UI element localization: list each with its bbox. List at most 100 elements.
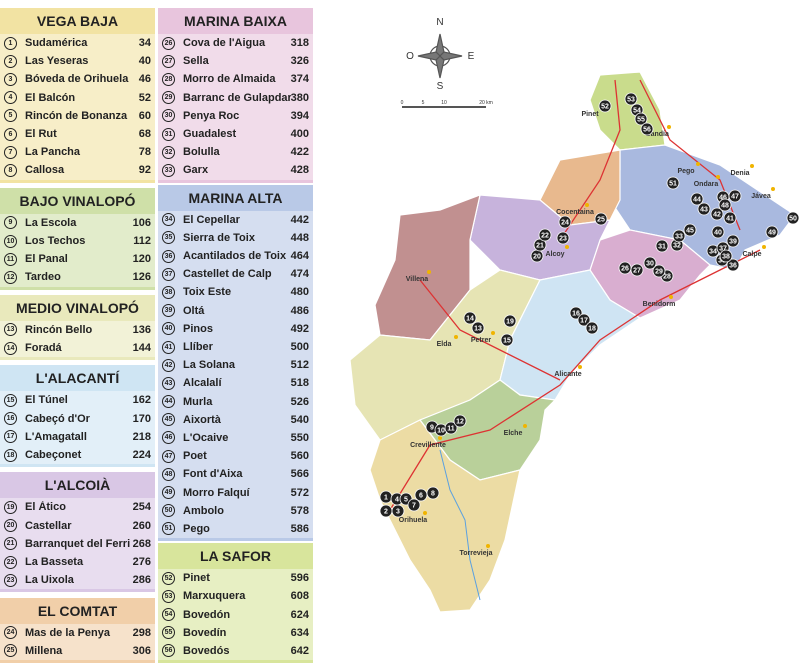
marker-circle bbox=[444, 421, 458, 435]
item-name: Pinet bbox=[183, 572, 210, 585]
item-number: 56 bbox=[162, 644, 175, 658]
marker-circle bbox=[598, 99, 612, 113]
item-name: Rincón Bello bbox=[25, 323, 93, 336]
marker-circle bbox=[672, 229, 686, 243]
marker-circle bbox=[585, 321, 599, 335]
item-value: 512 bbox=[290, 359, 309, 372]
marker-label: 56 bbox=[643, 127, 651, 134]
town-label: Alicante bbox=[554, 371, 581, 378]
map-marker: 34 bbox=[706, 244, 720, 258]
marker-label: 39 bbox=[729, 239, 737, 246]
group-title: VEGA BAJA bbox=[0, 8, 155, 34]
scale-label: 20 km bbox=[479, 100, 493, 106]
marker-circle bbox=[556, 231, 570, 245]
marker-circle bbox=[407, 498, 421, 512]
group-body: 1 Sudamérica 34 2 Las Yeseras 40 3 Bóveda de Or… bbox=[0, 34, 155, 180]
map-marker: 52 bbox=[598, 99, 612, 113]
map-marker: 36 bbox=[726, 258, 740, 272]
map-marker: 48 bbox=[718, 198, 732, 212]
item-value: 170 bbox=[132, 412, 151, 425]
item-value: 578 bbox=[290, 504, 309, 517]
item-value: 492 bbox=[290, 322, 309, 335]
map-marker: 43 bbox=[697, 202, 711, 216]
compass-arrow bbox=[417, 51, 441, 61]
item-value: 92 bbox=[138, 164, 151, 177]
roads bbox=[389, 79, 761, 511]
item-number: 3 bbox=[4, 72, 17, 86]
group-title: MARINA BAIXA bbox=[158, 8, 313, 34]
item-name: Callosa bbox=[25, 164, 65, 177]
item-number: 37 bbox=[162, 267, 175, 281]
legend-row: 45 Aixortà 540 bbox=[158, 411, 313, 429]
map-marker: 5 bbox=[399, 492, 413, 506]
region bbox=[349, 269, 541, 441]
legend-row: 31 Guadalest 400 bbox=[158, 125, 313, 143]
marker-circle bbox=[690, 192, 704, 206]
map-marker: 47 bbox=[728, 189, 742, 203]
item-number: 53 bbox=[162, 589, 175, 603]
item-number: 38 bbox=[162, 285, 175, 299]
item-value: 306 bbox=[132, 644, 151, 657]
town-dot bbox=[600, 105, 604, 109]
item-number: 21 bbox=[4, 537, 17, 551]
item-value: 566 bbox=[290, 468, 309, 481]
marker-circle bbox=[425, 420, 439, 434]
item-name: La Uixola bbox=[25, 574, 74, 587]
legend-group: L'ALACANTÍ 15 El Túnel 162 16 Cabeçó d'Or 170 1… bbox=[0, 365, 155, 468]
item-name: L'Ocaive bbox=[183, 431, 229, 444]
item-value: 634 bbox=[290, 626, 309, 639]
marker-circle bbox=[379, 490, 393, 504]
legend-row: 2 Las Yeseras 40 bbox=[0, 52, 155, 70]
marker-circle bbox=[434, 423, 448, 437]
marker-circle bbox=[426, 486, 440, 500]
region bbox=[539, 149, 621, 226]
legend-row: 11 El Panal 120 bbox=[0, 250, 155, 268]
town-dot bbox=[454, 335, 458, 339]
item-value: 144 bbox=[132, 342, 151, 355]
marker-circle bbox=[719, 249, 733, 263]
marker-label: 27 bbox=[633, 268, 641, 275]
item-value: 40 bbox=[138, 55, 151, 68]
legend-group: MARINA ALTA 34 El Cepellar 442 35 Sierra de T… bbox=[158, 184, 313, 541]
group-title: LA SAFOR bbox=[158, 543, 313, 570]
town-dot bbox=[486, 544, 490, 548]
marker-circle bbox=[726, 258, 740, 272]
item-number: 34 bbox=[162, 213, 175, 227]
legend-row: 24 Mas de la Penya 298 bbox=[0, 624, 155, 642]
marker-label: 52 bbox=[601, 104, 609, 111]
marker-circle bbox=[630, 263, 644, 277]
marker-label: 37 bbox=[719, 246, 727, 253]
legend-row: 35 Sierra de Toix 448 bbox=[158, 229, 313, 247]
road bbox=[419, 279, 561, 381]
item-value: 136 bbox=[132, 323, 151, 336]
legend-group: MEDIO VINALOPÓ 13 Rincón Bello 136 14 Foradá 1… bbox=[0, 294, 155, 361]
marker-label: 3 bbox=[396, 509, 400, 516]
item-value: 518 bbox=[290, 377, 309, 390]
legend-row: 17 L'Amagatall 218 bbox=[0, 428, 155, 446]
legend-row: 1 Sudamérica 34 bbox=[0, 34, 155, 52]
item-number: 32 bbox=[162, 145, 175, 159]
marker-circle bbox=[577, 313, 591, 327]
item-number: 28 bbox=[162, 72, 175, 86]
item-value: 68 bbox=[138, 128, 151, 141]
legend-row: 51 Pego 586 bbox=[158, 520, 313, 538]
legend-row: 56 Bovedós 642 bbox=[158, 642, 313, 660]
item-value: 112 bbox=[133, 235, 151, 248]
item-value: 326 bbox=[290, 55, 309, 68]
marker-circle bbox=[660, 269, 674, 283]
map-marker: 40 bbox=[711, 225, 725, 239]
item-number: 15 bbox=[4, 393, 17, 407]
marker-label: 49 bbox=[768, 230, 776, 237]
legend-row: 20 Castellar 260 bbox=[0, 517, 155, 535]
item-name: Millena bbox=[25, 644, 63, 657]
marker-circle bbox=[569, 306, 583, 320]
item-name: Bovedós bbox=[183, 644, 230, 657]
item-name: El Rut bbox=[25, 128, 57, 141]
item-value: 276 bbox=[132, 556, 151, 569]
item-name: El Cepellar bbox=[183, 213, 240, 226]
legend-row: 4 El Balcón 52 bbox=[0, 89, 155, 107]
item-number: 4 bbox=[4, 91, 17, 105]
road bbox=[389, 249, 761, 511]
marker-circle bbox=[726, 234, 740, 248]
item-value: 586 bbox=[290, 522, 309, 535]
